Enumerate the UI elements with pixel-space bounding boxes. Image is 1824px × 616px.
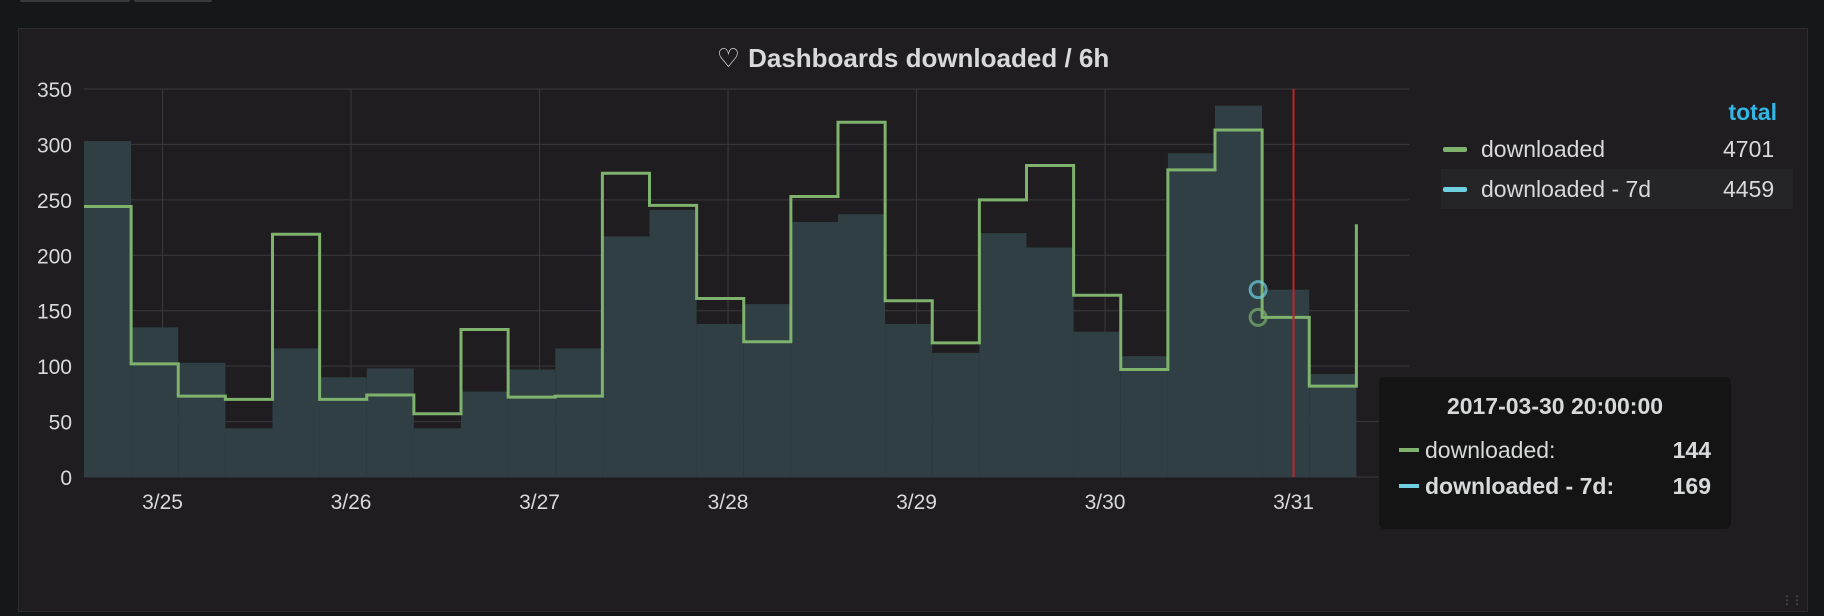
tooltip-swatch-downloaded-7d	[1399, 484, 1419, 488]
bar-downloaded-7d	[84, 141, 132, 478]
panel-title-text: Dashboards downloaded / 6h	[748, 43, 1110, 73]
legend-item-label[interactable]: downloaded - 7d	[1481, 175, 1652, 202]
bar-downloaded-7d	[178, 362, 226, 477]
bar-downloaded-7d	[1309, 373, 1357, 477]
toolbar-tab-1[interactable]	[20, 0, 130, 2]
bar-downloaded-7d	[508, 369, 556, 477]
bar-downloaded-7d	[743, 304, 791, 477]
bar-downloaded-7d	[885, 324, 933, 477]
legend-item-label[interactable]: downloaded	[1481, 135, 1606, 162]
bar-downloaded-7d	[838, 214, 886, 478]
hover-tooltip: 2017-03-30 20:00:00 downloaded: 144 down…	[1379, 377, 1731, 529]
tooltip-series-name: downloaded:	[1425, 436, 1556, 463]
graph-panel: ♡ Dashboards downloaded / 6h 0 50 100 150 200…	[18, 28, 1808, 612]
x-tick-label: 3/29	[896, 491, 937, 514]
x-tick-label: 3/25	[142, 491, 183, 514]
bar-downloaded-7d	[366, 368, 414, 477]
y-tick-label: 0	[60, 467, 72, 490]
bar-downloaded-7d	[225, 428, 273, 477]
heart-icon: ♡	[716, 43, 741, 73]
toolbar-tab-2[interactable]	[134, 0, 212, 2]
bar-downloaded-7d	[932, 352, 980, 477]
legend-item-value: 4459	[1723, 175, 1775, 202]
legend-item-downloaded[interactable]: downloaded 4701	[1441, 129, 1793, 169]
bar-downloaded-7d	[696, 324, 744, 477]
bar-downloaded-7d	[413, 428, 461, 477]
hover-point-downloaded	[1248, 307, 1268, 327]
tooltip-series-value: 169	[1672, 472, 1711, 499]
legend-swatch-downloaded-7d[interactable]	[1443, 186, 1467, 192]
bar-downloaded-7d	[131, 327, 179, 477]
tooltip-row-downloaded: downloaded: 144	[1399, 432, 1711, 468]
legend-item-downloaded-7d[interactable]: downloaded - 7d 4459	[1441, 169, 1793, 209]
bar-downloaded-7d	[1167, 153, 1215, 477]
bar-downloaded-7d	[1120, 356, 1168, 477]
bar-downloaded-7d	[272, 348, 320, 477]
y-tick-label: 250	[37, 190, 72, 213]
panel-title[interactable]: ♡ Dashboards downloaded / 6h	[19, 43, 1807, 74]
bar-downloaded-7d	[790, 222, 838, 477]
panel-resize-handle[interactable]: ⋮⋮	[1781, 593, 1803, 607]
x-tick-label: 3/28	[708, 491, 749, 514]
bar-downloaded-7d	[319, 377, 367, 477]
y-tick-label: 300	[37, 134, 72, 157]
tooltip-series-name: downloaded - 7d:	[1425, 472, 1615, 499]
x-tick-label: 3/30	[1085, 491, 1126, 514]
series-line-downloaded	[84, 120, 1358, 416]
tooltip-row-downloaded-7d: downloaded - 7d: 169	[1399, 468, 1711, 504]
bar-downloaded-7d	[555, 348, 603, 477]
y-tick-label: 50	[49, 412, 72, 435]
bar-downloaded-7d	[1215, 105, 1263, 477]
bar-downloaded-7d	[461, 391, 509, 477]
legend-item-value: 4701	[1723, 135, 1775, 162]
y-tick-label: 100	[37, 356, 72, 379]
bar-downloaded-7d	[649, 209, 697, 477]
legend-swatch-downloaded[interactable]	[1443, 146, 1467, 152]
legend-total-header[interactable]: total	[1728, 99, 1777, 125]
tooltip-series-value: 144	[1672, 436, 1711, 463]
x-tick-label: 3/26	[331, 491, 372, 514]
legend: total downloaded 4701 downloaded - 7d 44…	[1441, 95, 1809, 209]
x-tick-label: 3/31	[1273, 491, 1314, 514]
tooltip-time: 2017-03-30 20:00:00	[1446, 393, 1664, 419]
tooltip-swatch-downloaded	[1399, 448, 1419, 452]
bar-downloaded-7d	[1026, 247, 1074, 477]
bar-downloaded-7d	[979, 233, 1027, 477]
y-tick-label: 350	[37, 79, 72, 102]
y-tick-label: 200	[37, 245, 72, 268]
graph-canvas[interactable]: 0 50 100 150 200 250 300 350 3/25 3/26 3/27 3/28 3/2…	[19, 29, 1419, 613]
hover-point-downloaded-7d	[1248, 280, 1268, 300]
x-tick-label: 3/27	[519, 491, 560, 514]
bar-downloaded-7d	[602, 236, 650, 477]
y-tick-label: 150	[37, 301, 72, 324]
bar-downloaded-7d	[1262, 289, 1310, 477]
bar-downloaded-7d	[1073, 331, 1121, 477]
